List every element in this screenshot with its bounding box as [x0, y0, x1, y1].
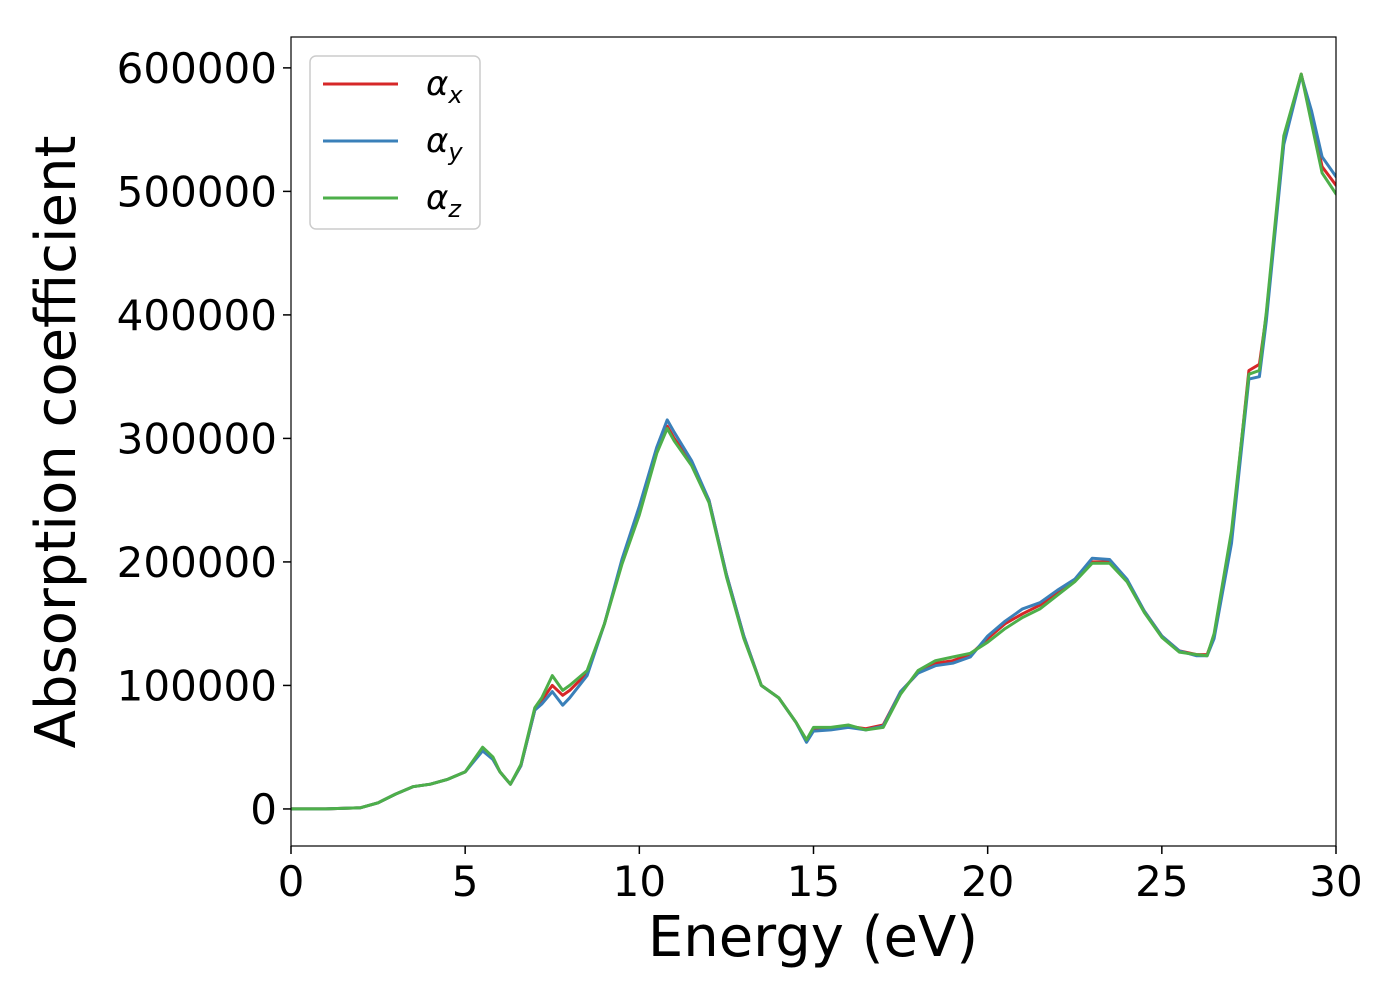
- legend-label-y: αy: [426, 121, 463, 166]
- x-tick-label: 10: [613, 857, 666, 906]
- x-tick-label: 15: [787, 857, 840, 906]
- x-tick-label: 5: [452, 857, 479, 906]
- x-tick-label: 20: [961, 857, 1014, 906]
- y-tick-label: 600000: [117, 44, 277, 93]
- legend-label-x: αx: [426, 64, 463, 109]
- legend-label-z: αz: [426, 178, 462, 223]
- y-tick-label: 200000: [117, 538, 277, 587]
- y-tick-label: 400000: [117, 291, 277, 340]
- x-tick-label: 30: [1309, 857, 1362, 906]
- legend: αx αy αz: [309, 55, 481, 230]
- x-tick-label: 0: [278, 857, 305, 906]
- y-axis-label: Absorption coefficient: [24, 136, 89, 749]
- x-axis-label: Energy (eV): [648, 905, 978, 970]
- y-tick-label: 300000: [117, 414, 277, 463]
- y-tick-label: 100000: [117, 661, 277, 710]
- series-line-z: [291, 72, 1336, 811]
- y-tick-label: 0: [250, 785, 277, 834]
- x-tick-label: 25: [1135, 857, 1188, 906]
- y-tick-label: 500000: [117, 167, 277, 216]
